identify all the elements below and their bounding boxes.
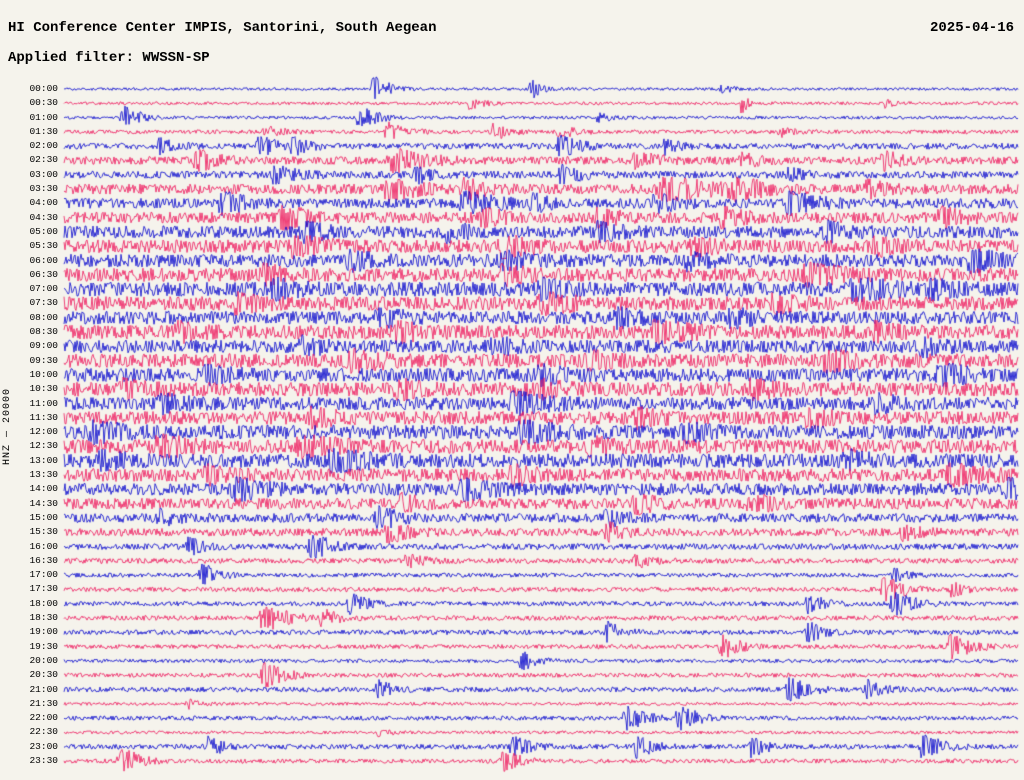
time-label: 19:00 — [29, 626, 58, 638]
time-label: 12:00 — [29, 426, 58, 438]
time-label: 05:00 — [29, 225, 58, 237]
time-label: 19:30 — [29, 640, 58, 652]
time-label: 01:30 — [29, 125, 58, 137]
time-label: 08:00 — [29, 311, 58, 323]
time-label: 22:30 — [29, 726, 58, 738]
time-label: 07:00 — [29, 283, 58, 295]
time-label: 20:00 — [29, 654, 58, 666]
time-label: 09:00 — [29, 340, 58, 352]
time-label: 20:30 — [29, 669, 58, 681]
time-label: 06:30 — [29, 268, 58, 280]
time-label: 00:30 — [29, 97, 58, 109]
time-label: 21:30 — [29, 697, 58, 709]
time-label: 16:00 — [29, 540, 58, 552]
time-label: 06:00 — [29, 254, 58, 266]
time-label: 21:00 — [29, 683, 58, 695]
time-label: 02:00 — [29, 140, 58, 152]
time-label: 07:30 — [29, 297, 58, 309]
time-label: 16:30 — [29, 554, 58, 566]
time-label: 12:30 — [29, 440, 58, 452]
time-label: 03:30 — [29, 183, 58, 195]
time-label: 08:30 — [29, 326, 58, 338]
time-label: 02:30 — [29, 154, 58, 166]
time-label: 14:30 — [29, 497, 58, 509]
time-label: 09:30 — [29, 354, 58, 366]
time-label: 23:00 — [29, 740, 58, 752]
time-label: 22:00 — [29, 712, 58, 724]
time-label: 03:00 — [29, 168, 58, 180]
time-label: 18:30 — [29, 612, 58, 624]
time-label: 17:00 — [29, 569, 58, 581]
time-label: 05:30 — [29, 240, 58, 252]
time-label: 04:00 — [29, 197, 58, 209]
time-label: 17:30 — [29, 583, 58, 595]
time-label: 11:00 — [29, 397, 58, 409]
time-label: 15:00 — [29, 511, 58, 523]
time-label: 13:00 — [29, 454, 58, 466]
time-label: 04:30 — [29, 211, 58, 223]
time-label: 14:00 — [29, 483, 58, 495]
time-label: 10:30 — [29, 383, 58, 395]
time-label: 18:00 — [29, 597, 58, 609]
time-label: 10:00 — [29, 368, 58, 380]
time-label: 13:30 — [29, 469, 58, 481]
time-label: 23:30 — [29, 755, 58, 766]
time-label: 00:00 — [29, 83, 58, 94]
time-label: 15:30 — [29, 526, 58, 538]
time-label: 01:00 — [29, 111, 58, 123]
time-label: 11:30 — [29, 411, 58, 423]
